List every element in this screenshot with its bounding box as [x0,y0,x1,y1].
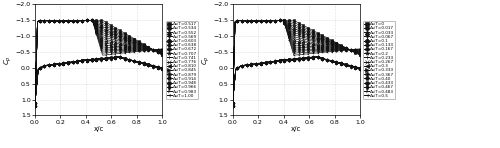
Y-axis label: $C_p$: $C_p$ [200,55,212,65]
Legend: Δs/T=0, Δs/T=0.017, Δs/T=0.033, Δs/T=0.067, Δs/T=0.1, Δs/T=0.133, Δs/T=0.167, Δs: Δs/T=0, Δs/T=0.017, Δs/T=0.033, Δs/T=0.0… [364,21,396,99]
X-axis label: x/c: x/c [291,126,302,132]
Legend: Δs/T=0.517, Δs/T=0.534, Δs/T=0.552, Δs/T=0.569, Δs/T=0.603, Δs/T=0.638, Δs/T=0.6: Δs/T=0.517, Δs/T=0.534, Δs/T=0.552, Δs/T… [166,21,198,99]
X-axis label: x/c: x/c [94,126,104,132]
Y-axis label: $C_p$: $C_p$ [3,55,14,65]
